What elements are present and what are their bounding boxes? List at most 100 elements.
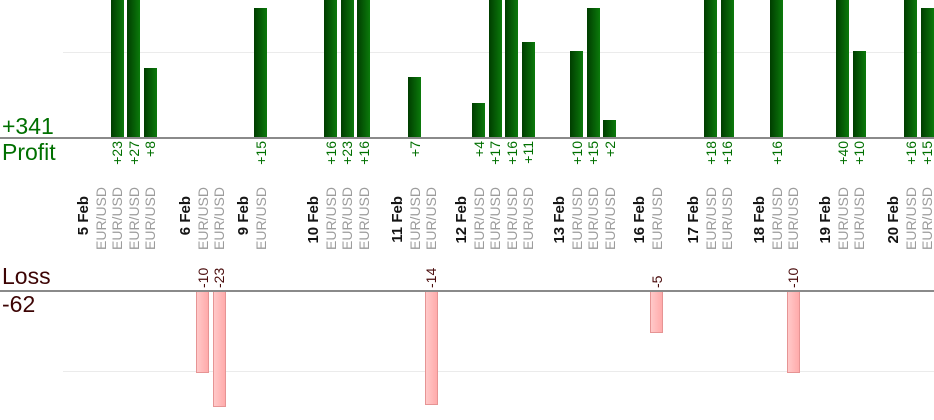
profit-bar xyxy=(505,0,518,137)
symbol-label: EUR/USD xyxy=(93,186,109,250)
profit-bar xyxy=(904,0,917,137)
symbol-label: EUR/USD xyxy=(785,186,801,250)
loss-value-label: -23 xyxy=(211,267,227,288)
profit-value-label: +23 xyxy=(109,141,125,165)
profit-value-label: +16 xyxy=(903,141,919,165)
symbol-label: EUR/USD xyxy=(339,186,355,250)
profit-value-label: +11 xyxy=(520,141,536,164)
profit-value-label: +15 xyxy=(585,141,601,165)
profit-value-label: +27 xyxy=(126,141,142,165)
profit-value-label: +10 xyxy=(569,141,585,165)
profit-value-label: +23 xyxy=(339,141,355,165)
profit-bar xyxy=(921,8,934,137)
symbol-label: EUR/USD xyxy=(109,186,125,250)
date-label: 6 Feb xyxy=(177,196,194,236)
profit-bar xyxy=(111,0,124,137)
loss-total-label: -62 xyxy=(2,291,36,317)
symbol-label: EUR/USD xyxy=(195,186,211,250)
profit-value-label: +16 xyxy=(769,141,785,165)
profit-value-label: +16 xyxy=(719,141,735,165)
profit-value-label: +15 xyxy=(253,141,269,165)
profit-value-label: +18 xyxy=(703,141,719,165)
symbol-label: EUR/USD xyxy=(253,186,269,250)
symbol-label: EUR/USD xyxy=(585,186,601,250)
profit-bar xyxy=(324,0,337,137)
symbol-label: EUR/USD xyxy=(649,186,665,250)
symbol-label: EUR/USD xyxy=(504,186,520,250)
profit-bar xyxy=(341,0,354,137)
profit-bar xyxy=(570,51,583,137)
profit-bar xyxy=(704,0,717,137)
date-label: 16 Feb xyxy=(631,196,648,244)
symbol-label: EUR/USD xyxy=(851,186,867,250)
symbol-label: EUR/USD xyxy=(520,186,536,250)
loss-baseline xyxy=(0,290,934,292)
date-label: 5 Feb xyxy=(75,196,92,236)
symbol-label: EUR/USD xyxy=(569,186,585,250)
loss-bar xyxy=(213,292,226,407)
symbol-label: EUR/USD xyxy=(719,186,735,250)
profit-bar xyxy=(721,0,734,137)
profit-value-label: +4 xyxy=(471,141,487,157)
symbol-label: EUR/USD xyxy=(323,186,339,250)
profit-value-label: +2 xyxy=(602,141,618,157)
profit-bar xyxy=(127,0,140,137)
profit-value-label: +7 xyxy=(407,141,423,157)
loss-plot-area xyxy=(0,292,934,408)
profit-value-label: +40 xyxy=(835,141,851,165)
profit-baseline xyxy=(0,137,934,139)
date-label: 12 Feb xyxy=(453,196,470,244)
symbol-label: EUR/USD xyxy=(423,186,439,250)
symbol-label: EUR/USD xyxy=(126,186,142,250)
loss-value-label: -14 xyxy=(423,267,439,288)
profit-axis-title: Profit xyxy=(2,139,56,165)
profit-bar xyxy=(472,103,485,137)
profit-bar xyxy=(144,68,157,137)
date-label: 11 Feb xyxy=(389,196,406,243)
profit-bar xyxy=(522,42,535,137)
profit-value-label: +10 xyxy=(851,141,867,165)
date-label: 10 Feb xyxy=(305,196,322,244)
symbol-label: EUR/USD xyxy=(356,186,372,250)
profit-bar xyxy=(603,120,616,137)
profit-value-label: +8 xyxy=(142,141,158,157)
symbol-label: EUR/USD xyxy=(471,186,487,250)
symbol-label: EUR/USD xyxy=(602,186,618,250)
symbol-label: EUR/USD xyxy=(903,186,919,250)
profit-total-label: +341 xyxy=(2,113,54,139)
symbol-label: EUR/USD xyxy=(703,186,719,250)
profit-bar xyxy=(254,8,267,137)
profit-bar xyxy=(587,8,600,137)
date-label: 9 Feb xyxy=(235,196,252,236)
loss-axis-title: Loss xyxy=(2,263,51,289)
date-label: 18 Feb xyxy=(751,196,768,244)
profit-value-label: +17 xyxy=(487,141,503,165)
loss-value-label: -10 xyxy=(195,267,211,288)
profit-bar xyxy=(357,0,370,137)
profit-bar xyxy=(489,0,502,137)
loss-bar xyxy=(196,292,209,373)
symbol-label: EUR/USD xyxy=(835,186,851,250)
symbol-label: EUR/USD xyxy=(142,186,158,250)
profit-value-label: +16 xyxy=(323,141,339,165)
loss-bar xyxy=(425,292,438,405)
loss-bar xyxy=(650,292,663,333)
profit-value-label: +16 xyxy=(504,141,520,165)
profit-bar xyxy=(853,51,866,137)
profit-value-label: +16 xyxy=(356,141,372,165)
loss-gridline xyxy=(63,371,934,372)
symbol-label: EUR/USD xyxy=(211,186,227,250)
profit-bar xyxy=(770,0,783,137)
symbol-label: EUR/USD xyxy=(919,186,934,250)
date-label: 20 Feb xyxy=(885,196,902,244)
loss-value-label: -5 xyxy=(649,275,665,288)
symbol-label: EUR/USD xyxy=(407,186,423,250)
loss-value-label: -10 xyxy=(785,267,801,288)
profit-value-label: +15 xyxy=(919,141,934,165)
symbol-label: EUR/USD xyxy=(769,186,785,250)
profit-bar xyxy=(408,77,421,137)
symbol-label: EUR/USD xyxy=(487,186,503,250)
date-label: 17 Feb xyxy=(685,196,702,244)
date-label: 13 Feb xyxy=(551,196,568,244)
